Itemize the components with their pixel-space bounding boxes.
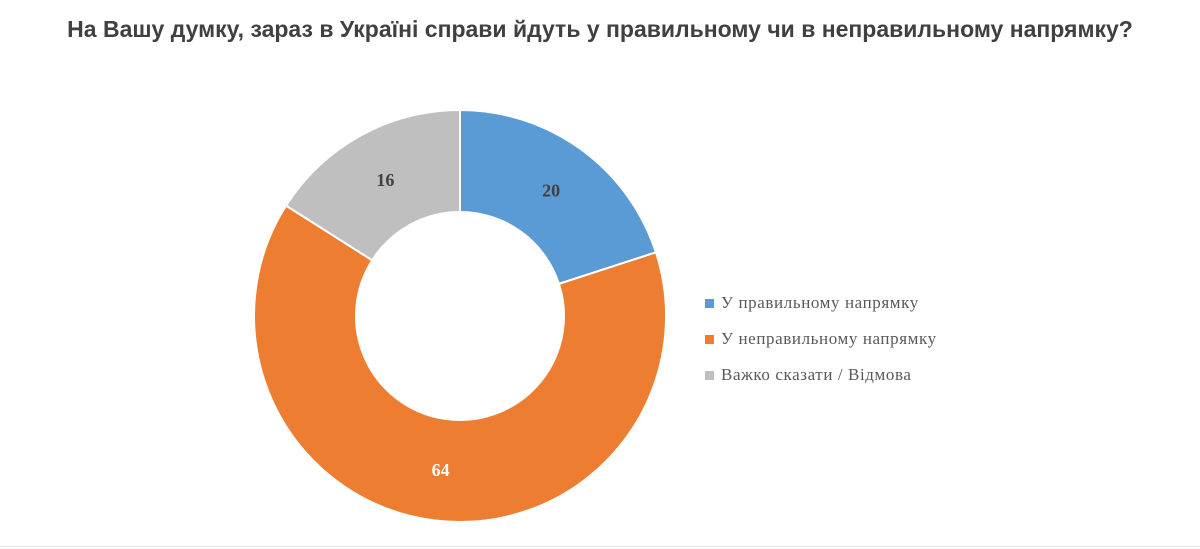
chart-title: На Вашу думку, зараз в Україні справи йд… [67, 16, 1133, 42]
legend-label-wrong-direction: У неправильному напрямку [721, 329, 937, 348]
data-label-hard-to-say: 16 [376, 170, 394, 190]
legend-item-wrong-direction: У неправильному напрямку [705, 321, 937, 357]
data-label-correct-direction: 20 [542, 181, 560, 201]
legend: У правильному напрямку У неправильному н… [705, 285, 937, 393]
legend-swatch-correct-direction [705, 298, 714, 308]
slice-correct-direction [459, 108, 658, 286]
donut-slices [253, 108, 667, 523]
data-label-wrong-direction: 64 [432, 460, 450, 480]
legend-item-hard-to-say: Важко сказати / Відмова [705, 357, 937, 393]
donut-data-labels: 20 64 16 [376, 170, 560, 480]
slice-hard-to-say [284, 108, 461, 262]
legend-label-hard-to-say: Важко сказати / Відмова [721, 365, 912, 384]
legend-swatch-hard-to-say [705, 370, 714, 380]
slice-wrong-direction [253, 204, 667, 523]
footer-divider [0, 546, 1200, 547]
legend-swatch-wrong-direction [705, 334, 714, 344]
legend-item-correct-direction: У правильному напрямку [705, 285, 937, 321]
legend-label-correct-direction: У правильному напрямку [721, 293, 919, 312]
